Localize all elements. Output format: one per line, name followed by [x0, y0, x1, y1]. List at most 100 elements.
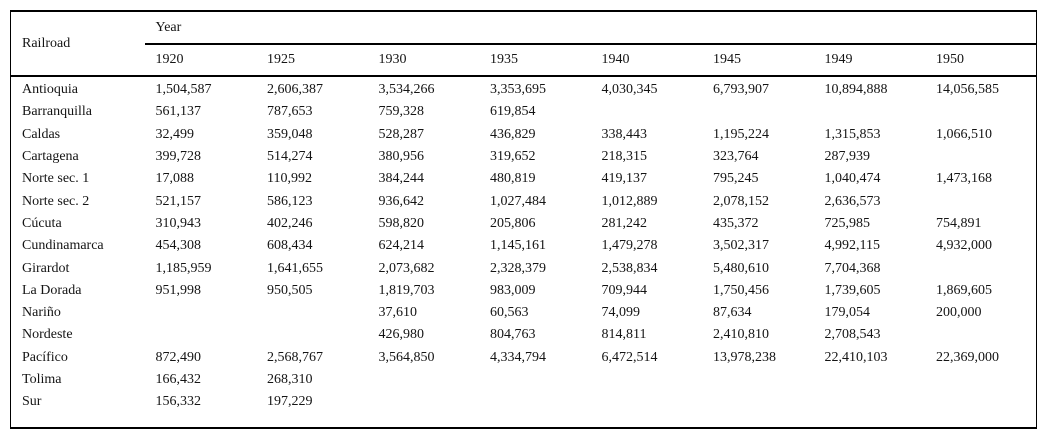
traffic-value — [814, 101, 926, 123]
traffic-value: 586,123 — [267, 193, 313, 209]
traffic-value: 598,820 — [378, 215, 425, 231]
railroad-name: Norte sec. 1 — [22, 171, 90, 187]
traffic-value: 1,315,853 — [824, 126, 881, 142]
traffic-value: 2,538,834 — [601, 260, 658, 276]
traffic-value: 10,894,888 — [824, 82, 888, 98]
traffic-value: 950,505 — [267, 282, 313, 298]
traffic-value: 608,434 — [267, 238, 313, 254]
table-row: Sur 156,332 197,229 — [11, 391, 1037, 428]
railroad-name: Tolima — [22, 372, 62, 387]
railroad-name: Cúcuta — [22, 215, 62, 231]
traffic-value: 3,564,850 — [378, 349, 435, 365]
traffic-value: 4,334,794 — [490, 349, 546, 365]
traffic-value: 205,806 — [490, 215, 536, 231]
table-row: Caldas 32,499 359,048 528,287 436,829 338,443… — [11, 124, 1037, 146]
railroad-name: La Dorada — [22, 282, 82, 298]
traffic-value: 87,634 — [713, 305, 752, 321]
traffic-value: 2,410,810 — [713, 327, 769, 343]
table-body: Antioquia 1,504,587 2,606,387 3,534,266 3,35… — [11, 76, 1037, 428]
year-label: 1925 — [256, 44, 368, 77]
traffic-value: 197,229 — [267, 394, 313, 410]
traffic-value: 619,854 — [490, 104, 536, 120]
traffic-value: 521,157 — [155, 193, 202, 209]
table-header: Railroad Year 1920 1925 1930 1935 1940 1945 19… — [10, 11, 1037, 77]
traffic-value: 1,739,605 — [824, 282, 881, 298]
railroad-name: Cartagena — [22, 149, 79, 165]
traffic-value: 2,073,682 — [378, 260, 435, 276]
traffic-value: 17,088 — [155, 171, 195, 187]
year-labels-row: 1920 1925 1930 1935 1940 1945 1949 1950 — [11, 44, 1037, 77]
table-row: Antioquia 1,504,587 2,606,387 3,534,266 3,35… — [11, 76, 1037, 101]
traffic-value: 281,242 — [601, 215, 648, 231]
table-row: Cundinamarca 454,308 608,434 624,214 1,145,1… — [11, 235, 1037, 257]
table-row: Tolima 166,432 268,310 — [11, 369, 1037, 391]
table-row: La Dorada 951,998 950,505 1,819,703 983,009 7… — [11, 280, 1037, 302]
table-row: Nariño 37,610 60,563 74,099 87,634 179,054 200… — [11, 302, 1037, 324]
railroad-name: Nordeste — [22, 327, 73, 343]
traffic-value: 5,480,610 — [713, 260, 769, 276]
traffic-value — [925, 257, 1037, 279]
traffic-value — [368, 369, 480, 391]
traffic-value: 3,534,266 — [378, 82, 435, 98]
traffic-value: 74,099 — [601, 305, 641, 321]
table-row: Norte sec. 1 17,088 110,992 384,244 480,819 4… — [11, 168, 1037, 190]
traffic-value: 1,504,587 — [155, 82, 212, 98]
traffic-value: 2,606,387 — [267, 82, 323, 98]
table-row: Girardot 1,185,959 1,641,655 2,073,682 2,328… — [11, 257, 1037, 279]
traffic-value — [145, 302, 257, 324]
traffic-value: 435,372 — [713, 215, 759, 231]
traffic-value: 814,811 — [601, 327, 647, 343]
traffic-value: 1,195,224 — [713, 126, 769, 142]
traffic-value: 200,000 — [936, 305, 982, 321]
traffic-value: 1,040,474 — [824, 171, 881, 187]
traffic-value — [702, 101, 814, 123]
traffic-value: 454,308 — [155, 238, 202, 254]
traffic-value: 319,652 — [490, 149, 536, 165]
traffic-value: 1,869,605 — [936, 282, 992, 298]
traffic-value: 951,998 — [155, 282, 202, 298]
traffic-value — [925, 146, 1037, 168]
railroad-traffic-table-container: Railroad Year 1920 1925 1930 1935 1940 1945 19… — [10, 10, 1038, 429]
table-row: Cartagena 399,728 514,274 380,956 319,652 218… — [11, 146, 1037, 168]
traffic-value: 2,078,152 — [713, 193, 769, 209]
traffic-value: 287,939 — [824, 149, 871, 165]
traffic-value: 754,891 — [936, 215, 982, 231]
traffic-value: 7,704,368 — [824, 260, 881, 276]
traffic-value — [591, 369, 703, 391]
traffic-value: 268,310 — [267, 372, 313, 387]
traffic-value — [925, 324, 1037, 346]
traffic-value: 2,328,379 — [490, 260, 546, 276]
year-label: 1940 — [590, 44, 702, 77]
table-row: Norte sec. 2 521,157 586,123 936,642 1,027,4… — [11, 190, 1037, 212]
traffic-value: 624,214 — [378, 238, 425, 254]
traffic-value: 32,499 — [155, 126, 195, 142]
traffic-value: 179,054 — [824, 305, 871, 321]
traffic-value: 1,066,510 — [936, 126, 992, 142]
traffic-value: 359,048 — [267, 126, 313, 142]
traffic-value: 380,956 — [378, 149, 425, 165]
traffic-value: 22,410,103 — [824, 349, 888, 365]
railroad-traffic-table: Railroad Year 1920 1925 1930 1935 1940 1945 19… — [10, 10, 1038, 429]
table-row: Nordeste 426,980 804,763 814,811 2,410,810 2,… — [11, 324, 1037, 346]
year-label: 1935 — [479, 44, 591, 77]
traffic-value: 37,610 — [378, 305, 418, 321]
traffic-value: 804,763 — [490, 327, 536, 343]
traffic-value: 759,328 — [378, 104, 425, 120]
traffic-value: 983,009 — [490, 282, 536, 298]
traffic-value: 166,432 — [155, 372, 202, 387]
group-header-row: Railroad Year — [10, 11, 1037, 77]
traffic-value: 528,287 — [378, 126, 425, 142]
traffic-value: 156,332 — [155, 394, 202, 410]
traffic-value — [591, 101, 703, 123]
traffic-value — [256, 302, 368, 324]
traffic-value: 4,030,345 — [601, 82, 658, 98]
railroad-name: Sur — [22, 394, 42, 410]
traffic-value: 2,708,543 — [824, 327, 881, 343]
railroad-column-header: Railroad — [10, 11, 145, 77]
traffic-value: 1,819,703 — [378, 282, 435, 298]
traffic-value — [925, 101, 1037, 123]
traffic-value: 709,944 — [601, 282, 648, 298]
traffic-value: 6,472,514 — [601, 349, 658, 365]
traffic-value — [925, 190, 1037, 212]
railroad-name: Girardot — [22, 260, 70, 276]
